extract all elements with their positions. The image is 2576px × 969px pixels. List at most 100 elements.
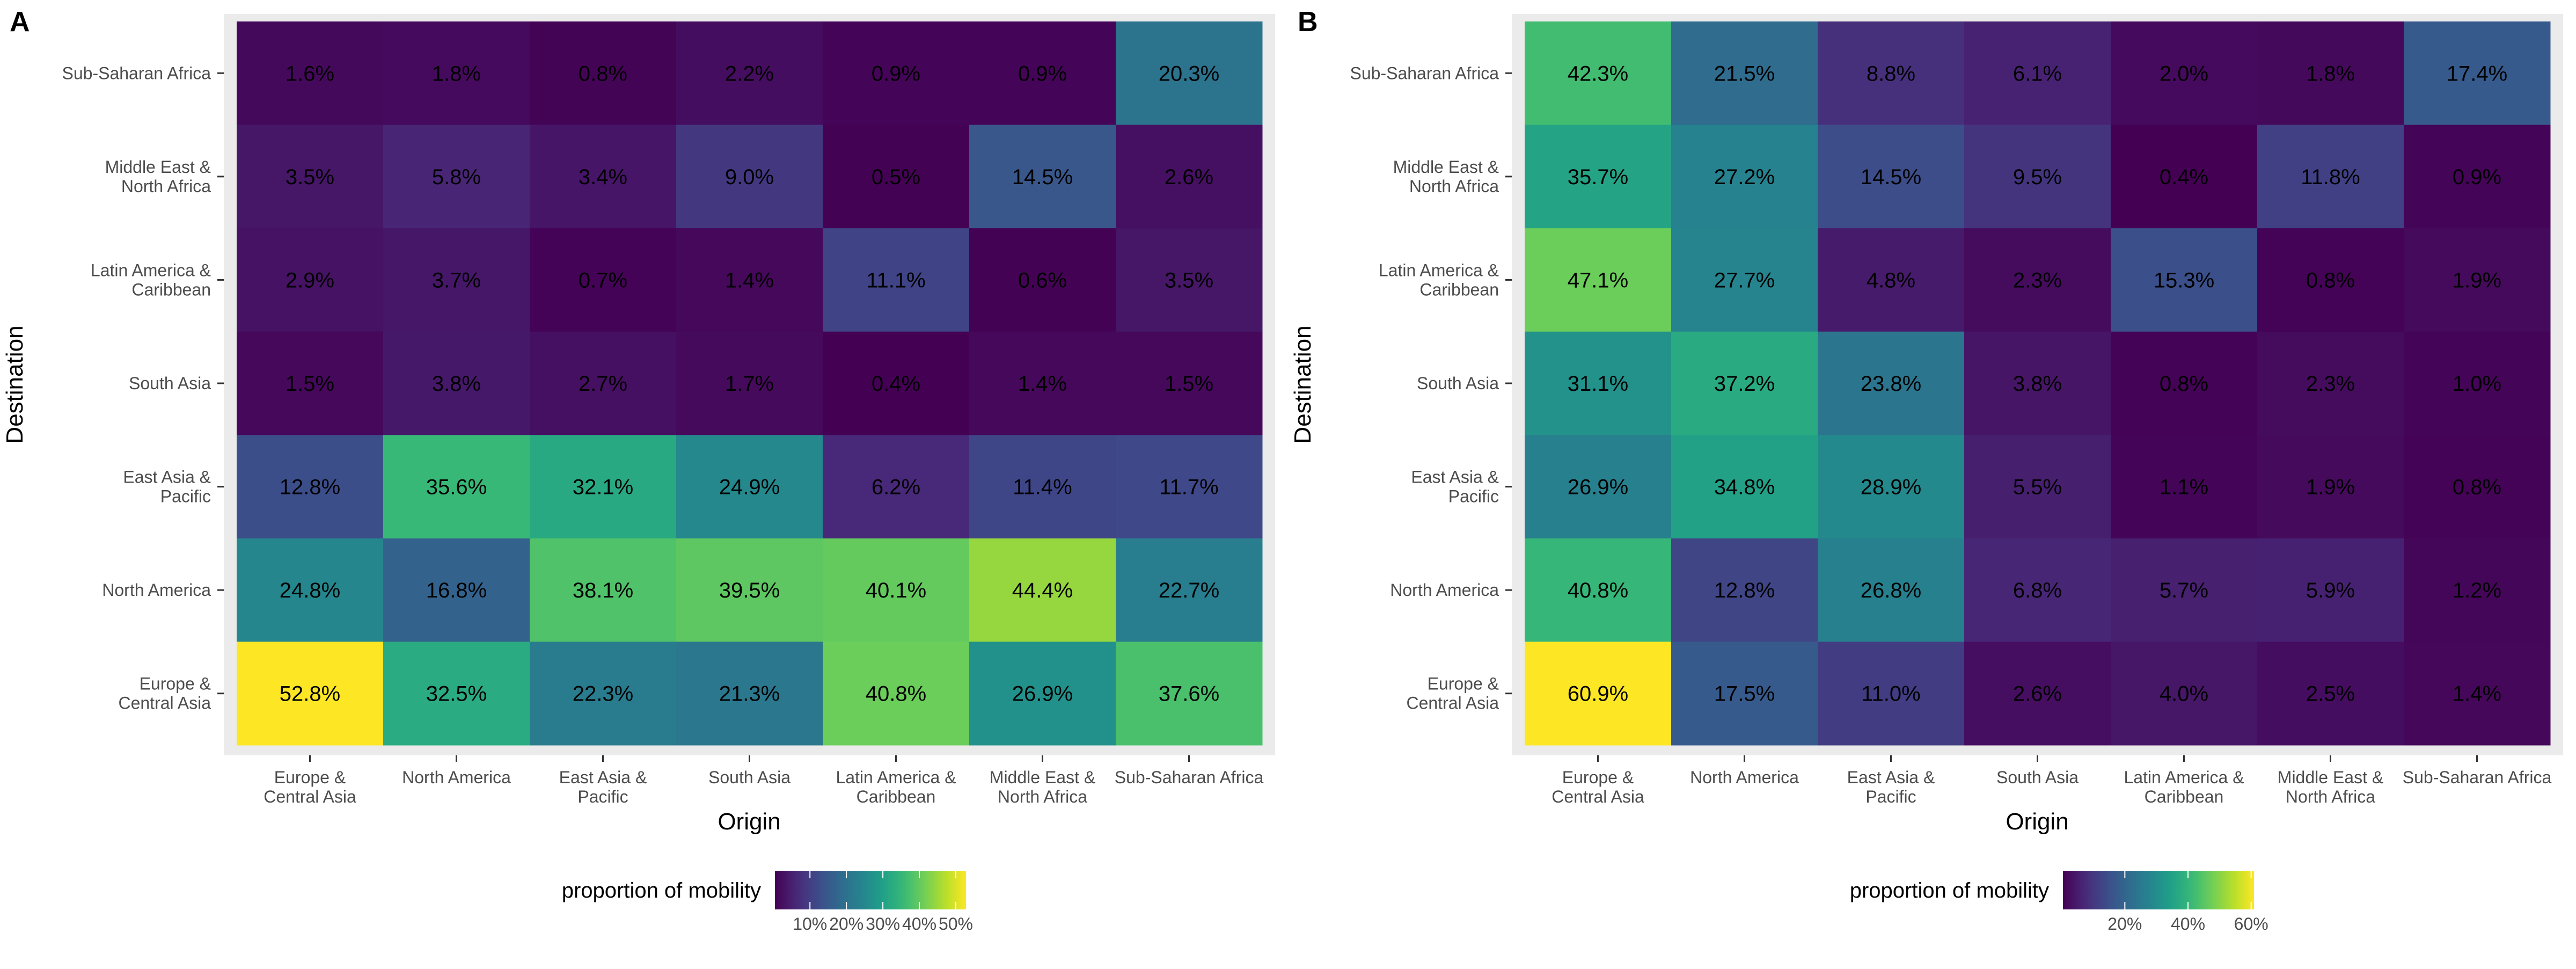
heatmap-cell xyxy=(969,642,1116,746)
cell-value-label: 21.3% xyxy=(719,682,780,706)
cell-value-label: 38.1% xyxy=(573,579,633,602)
cell-value-label: 2.3% xyxy=(2306,372,2355,396)
y-tick-label-line: North Africa xyxy=(1409,177,1499,196)
cell-value-label: 3.8% xyxy=(2013,372,2062,396)
cell-value-label: 22.7% xyxy=(1159,579,1219,602)
cell-value-label: 16.8% xyxy=(426,579,487,602)
heatmap-cell xyxy=(969,538,1116,642)
heatmap-cell xyxy=(383,538,530,642)
x-tick-label-line: South Asia xyxy=(1996,768,2079,787)
legend-title: proportion of mobility xyxy=(1850,879,2049,902)
heatmap-cell xyxy=(969,125,1116,229)
heatmap-cell xyxy=(530,538,677,642)
cell-value-label: 27.7% xyxy=(1714,268,1775,292)
cell-value-label: 1.9% xyxy=(2306,476,2355,499)
heatmap-cell xyxy=(530,125,677,229)
cell-value-label: 37.2% xyxy=(1714,372,1775,396)
heatmap-cell xyxy=(1818,435,1965,539)
heatmap-cell xyxy=(237,642,384,746)
heatmap-cell xyxy=(969,435,1116,539)
color-legend: proportion of mobility 10% 20% 30% 40% 50% xyxy=(562,871,973,934)
heatmap-cell xyxy=(823,538,970,642)
cell-value-label: 0.6% xyxy=(1018,268,1067,292)
cell-value-label: 8.8% xyxy=(1867,62,1915,85)
cell-value-label: 0.7% xyxy=(579,268,627,292)
x-tick-label: Middle East & North Africa xyxy=(990,768,1095,806)
x-tick-label-line: North America xyxy=(1690,768,1799,787)
cell-value-label: 42.3% xyxy=(1568,62,1628,85)
y-tick-label-line: Caribbean xyxy=(1419,280,1499,299)
heatmap-cell xyxy=(530,331,677,435)
cell-value-label: 0.5% xyxy=(872,165,920,189)
x-tick-label-line: Caribbean xyxy=(857,787,936,806)
x-tick-label-line: Middle East & xyxy=(2278,768,2383,787)
legend-tick-label: 20% xyxy=(829,914,863,934)
cell-value-label: 5.9% xyxy=(2306,579,2355,602)
cell-value-label: 15.3% xyxy=(2154,268,2214,292)
cell-value-label: 2.9% xyxy=(286,268,334,292)
cell-value-label: 28.9% xyxy=(1861,476,1921,499)
heatmap-cell xyxy=(823,125,970,229)
x-tick-label-line: North Africa xyxy=(998,787,1087,806)
heatmap-cell xyxy=(1116,642,1263,746)
heatmap-cell xyxy=(2257,21,2404,126)
x-tick-label-line: Europe & xyxy=(1562,768,1634,787)
heatmap-cells: 1.6% 1.8% 0.8% 2.2% 0.9% 0.9% 20.3% 3.5% 5.8% 3.4… xyxy=(237,21,1263,746)
y-tick-label: Latin America & Caribbean xyxy=(91,260,211,299)
heatmap-cell xyxy=(2404,125,2551,229)
cell-value-label: 3.4% xyxy=(579,165,627,189)
x-tick-label: Latin America & Caribbean xyxy=(836,768,956,806)
x-tick-label: North America xyxy=(1690,768,1799,787)
x-tick-label-line: Sub-Saharan Africa xyxy=(2403,768,2552,787)
y-tick-label-line: Europe & xyxy=(140,674,211,694)
cell-value-label: 1.9% xyxy=(2453,268,2501,292)
cell-value-label: 34.8% xyxy=(1714,476,1775,499)
cell-value-label: 0.4% xyxy=(2160,165,2208,189)
heatmap-cell xyxy=(383,642,530,746)
heatmap-cell xyxy=(1671,435,1818,539)
heatmap-cell xyxy=(237,125,384,229)
heatmap-cell xyxy=(1525,228,1672,332)
heatmap-cell xyxy=(1116,538,1263,642)
heatmap-cell xyxy=(1818,21,1965,126)
y-tick-label-line: Pacific xyxy=(1448,487,1499,506)
heatmap-cell xyxy=(2257,331,2404,435)
cell-value-label: 6.2% xyxy=(872,476,920,499)
y-tick-label: East Asia & Pacific xyxy=(123,468,211,506)
heatmap-cell xyxy=(823,331,970,435)
x-tick-label-line: Central Asia xyxy=(1552,787,1644,806)
cell-value-label: 11.7% xyxy=(1159,476,1218,499)
cell-value-label: 11.0% xyxy=(1861,682,1920,706)
heatmap-cell xyxy=(1964,21,2111,126)
cell-value-label: 0.8% xyxy=(2453,476,2501,499)
x-tick-label: Europe & Central Asia xyxy=(1552,768,1644,806)
x-tick-label-line: Europe & xyxy=(274,768,346,787)
heatmap-cell xyxy=(2257,538,2404,642)
heatmap-cells: 42.3% 21.5% 8.8% 6.1% 2.0% 1.8% 17.4% 35.7% 27.2… xyxy=(1525,21,2551,746)
heatmap-cell xyxy=(1964,435,2111,539)
cell-value-label: 5.5% xyxy=(2013,476,2062,499)
y-tick-label: North America xyxy=(1390,580,1499,600)
x-tick-label: South Asia xyxy=(1996,768,2079,787)
heatmap-cell xyxy=(676,538,823,642)
x-tick-label: Sub-Saharan Africa xyxy=(2403,768,2552,787)
y-tick-label-line: South Asia xyxy=(129,374,211,393)
heatmap-cell xyxy=(676,642,823,746)
heatmap-cell xyxy=(530,435,677,539)
heatmap-cell xyxy=(2404,21,2551,126)
heatmap-cell xyxy=(1671,331,1818,435)
heatmap-cell xyxy=(1116,228,1263,332)
cell-value-label: 1.4% xyxy=(1018,372,1067,396)
x-tick-label-line: Middle East & xyxy=(990,768,1095,787)
legend-tick-label: 20% xyxy=(2107,914,2142,934)
cell-value-label: 1.6% xyxy=(286,62,334,85)
y-tick-label-line: Middle East & xyxy=(105,157,211,177)
heatmap-cell xyxy=(1525,125,1672,229)
cell-value-label: 0.9% xyxy=(872,62,920,85)
heatmap-cell xyxy=(2111,642,2258,746)
cell-value-label: 2.5% xyxy=(2306,682,2355,706)
cell-value-label: 0.8% xyxy=(2306,268,2355,292)
cell-value-label: 3.5% xyxy=(1165,268,1213,292)
heatmap-cell xyxy=(2111,21,2258,126)
x-tick-label-line: Caribbean xyxy=(2145,787,2224,806)
